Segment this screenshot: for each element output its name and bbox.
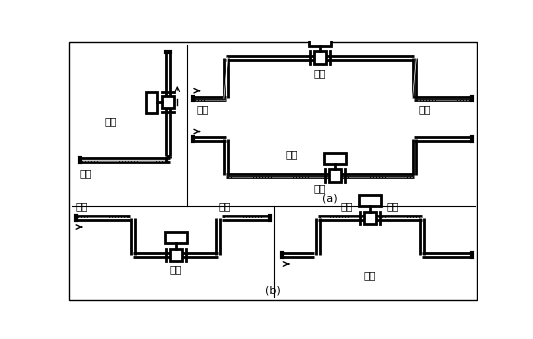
Text: 液体: 液体 [313, 183, 326, 193]
Text: 正确: 正确 [104, 117, 117, 126]
Text: 错误: 错误 [364, 271, 376, 281]
Text: 错误: 错误 [285, 149, 297, 160]
Bar [165, 233, 187, 243]
Bar [320, 216, 421, 218]
Text: 液体: 液体 [418, 105, 431, 115]
Text: 正确: 正确 [169, 264, 182, 274]
Bar [325, 153, 346, 164]
Text: 正确: 正确 [313, 68, 326, 78]
Text: 气泡: 气泡 [341, 202, 353, 212]
Text: (b): (b) [265, 286, 281, 296]
Text: 气泡: 气泡 [76, 202, 88, 212]
Text: 气泡: 气泡 [386, 202, 399, 212]
Bar [77, 216, 128, 218]
Bar [194, 98, 224, 100]
Bar [169, 248, 182, 261]
Text: 液体: 液体 [197, 105, 209, 115]
Bar [228, 175, 413, 177]
Bar [359, 196, 381, 206]
Bar [364, 212, 376, 224]
Bar [162, 96, 174, 108]
Text: 气泡: 气泡 [218, 202, 231, 212]
Text: (a): (a) [322, 194, 337, 203]
Bar [329, 169, 341, 182]
Bar [309, 35, 330, 46]
Bar [313, 52, 326, 64]
Bar [223, 216, 269, 218]
Bar [81, 160, 169, 162]
Bar [146, 92, 157, 113]
Text: 液体: 液体 [79, 168, 92, 178]
Bar [416, 98, 471, 100]
